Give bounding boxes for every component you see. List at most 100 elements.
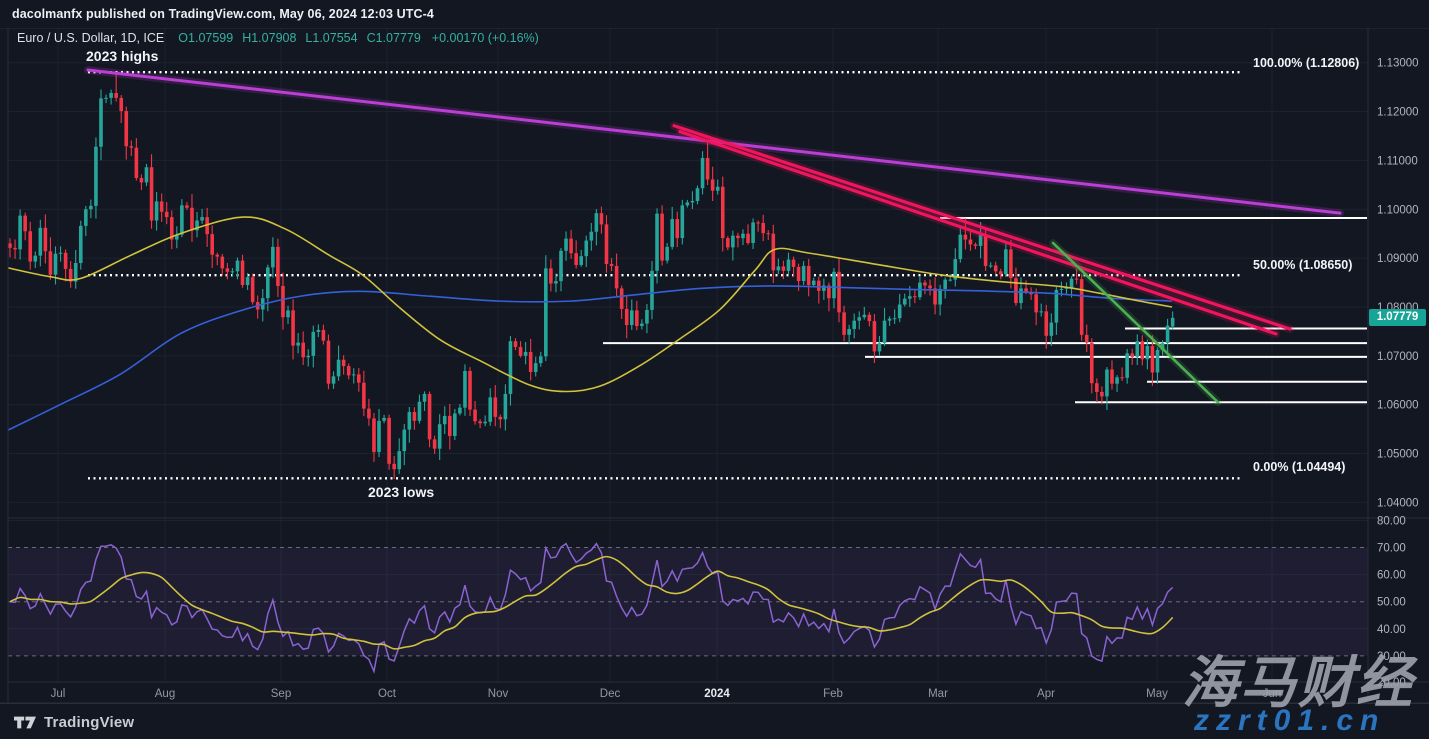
candle-body: [862, 314, 867, 318]
tradingview-logo-icon[interactable]: [14, 715, 36, 730]
rsi-axis-label[interactable]: 30.00: [1377, 651, 1406, 663]
price-axis-label[interactable]: 1.11000: [1377, 155, 1418, 167]
candle-body: [685, 202, 690, 206]
time-axis-label[interactable]: Sep: [271, 688, 291, 700]
candle-body: [1100, 391, 1104, 397]
candle-body: [447, 415, 452, 436]
candle-body: [1135, 341, 1140, 357]
candle-body: [99, 98, 103, 147]
rsi-axis-label[interactable]: 80.00: [1377, 515, 1406, 527]
candle-body: [953, 259, 958, 280]
change-value: +0.00170 (+0.16%): [431, 31, 539, 45]
annotation-2023-highs[interactable]: 2023 highs: [86, 48, 159, 64]
candle-body: [1150, 346, 1155, 373]
candle-body: [943, 279, 947, 289]
trendline-pink-channel-lower[interactable]: [678, 129, 1278, 336]
time-axis-label[interactable]: Aug: [155, 688, 175, 700]
candle-body: [857, 317, 862, 321]
rsi-axis-label[interactable]: 70.00: [1377, 543, 1406, 555]
ohlc-high: H1.07908: [242, 31, 297, 45]
time-axis-label[interactable]: Jul: [51, 688, 66, 700]
candle-body: [109, 92, 113, 98]
candle-body: [650, 270, 654, 310]
candle-body: [923, 282, 927, 286]
candle-body: [78, 225, 83, 264]
candle-body: [240, 260, 245, 285]
candle-body: [948, 279, 953, 281]
candle-body: [867, 314, 872, 322]
time-axis-label[interactable]: Mar: [928, 688, 948, 700]
candle-body: [28, 231, 33, 262]
price-axis-label[interactable]: 1.04000: [1377, 497, 1419, 509]
candle-body: [175, 234, 179, 240]
candle-body: [442, 415, 447, 425]
trendline-green-steep-downtrend[interactable]: [1051, 241, 1220, 404]
time-axis-label[interactable]: Apr: [1037, 688, 1055, 700]
time-axis-label[interactable]: Nov: [488, 688, 509, 700]
time-axis-label[interactable]: Jun: [1263, 688, 1282, 700]
price-axis-label[interactable]: 1.07000: [1377, 351, 1419, 363]
candle-body: [842, 312, 846, 335]
time-axis-label[interactable]: Dec: [600, 688, 621, 700]
candle-body: [882, 320, 887, 344]
price-axis-label[interactable]: 1.10000: [1377, 204, 1419, 216]
trendline-pink-channel-upper[interactable]: [672, 124, 1292, 331]
candle-body: [316, 329, 321, 332]
candle-body: [1095, 383, 1099, 392]
candle-body: [84, 209, 88, 226]
time-axis-label[interactable]: Oct: [378, 688, 397, 700]
candle-body: [478, 421, 482, 424]
candle-body: [544, 268, 548, 357]
candle-body: [1089, 342, 1094, 384]
price-axis-label[interactable]: 1.13000: [1377, 58, 1419, 70]
price-axis-label[interactable]: 1.05000: [1377, 449, 1419, 461]
rsi-axis-label[interactable]: 60.00: [1377, 570, 1406, 582]
tradingview-brand[interactable]: TradingView: [44, 713, 135, 731]
candle-body: [756, 222, 760, 224]
candle-body: [902, 298, 907, 305]
price-axis-label[interactable]: 1.12000: [1377, 107, 1419, 119]
candle-body: [296, 342, 300, 346]
candle-body: [377, 420, 381, 453]
price-axis-label[interactable]: 1.06000: [1377, 400, 1419, 412]
candle-body: [766, 233, 771, 235]
rsi-axis-label[interactable]: 50.00: [1377, 597, 1406, 609]
candle-body: [559, 250, 563, 282]
candle-body: [225, 268, 230, 272]
symbol-legend[interactable]: Euro / U.S. Dollar, 1D, ICE O1.07599 H1.…: [17, 31, 539, 45]
candle-body: [852, 320, 856, 329]
watermark-url: zzrt01.cn: [1194, 704, 1386, 737]
rsi-axis-label[interactable]: 40.00: [1377, 624, 1406, 636]
candle-body: [806, 265, 811, 285]
candle-body: [781, 266, 786, 271]
candle-body: [48, 251, 53, 275]
time-axis-label[interactable]: 2024: [704, 688, 730, 700]
price-axis-label[interactable]: 1.09000: [1377, 253, 1419, 265]
candle-body: [791, 259, 796, 267]
candle-body: [33, 255, 38, 262]
candle-body: [1155, 349, 1160, 373]
candle-body: [124, 111, 129, 147]
candle-body: [1120, 377, 1124, 379]
candle-body: [619, 288, 624, 309]
fib-label-50[interactable]: 50.00% (1.08650): [1253, 258, 1353, 272]
candle-body: [776, 266, 781, 271]
candle-body: [1125, 353, 1129, 378]
rsi-axis-label[interactable]: 20.00: [1377, 677, 1406, 689]
candle-body: [215, 254, 220, 257]
candle-body: [569, 238, 573, 254]
fib-label-0[interactable]: 0.00% (1.04494): [1253, 460, 1346, 474]
candle-body: [341, 359, 346, 367]
time-axis-label[interactable]: May: [1146, 688, 1168, 700]
candle-body: [614, 265, 619, 289]
candle-body: [104, 97, 108, 99]
candle-body: [518, 347, 523, 356]
candle-body: [665, 246, 669, 261]
fib-label-100[interactable]: 100.00% (1.12806): [1253, 56, 1360, 70]
candle-body: [695, 188, 700, 201]
candle-body: [291, 310, 295, 346]
annotation-2023-lows[interactable]: 2023 lows: [368, 484, 435, 500]
candle-body: [1049, 322, 1054, 336]
time-axis-label[interactable]: Feb: [823, 688, 843, 700]
